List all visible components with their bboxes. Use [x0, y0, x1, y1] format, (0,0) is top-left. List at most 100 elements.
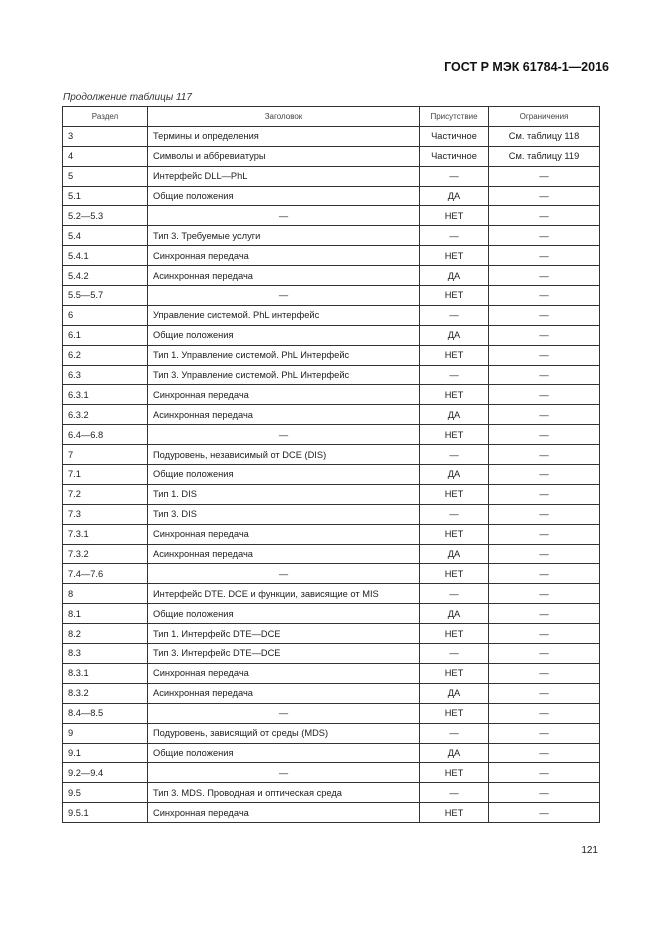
title-cell: Общие положения	[147, 324, 420, 346]
restrictions-cell: —	[488, 245, 600, 267]
title-cell: Тип 1. DIS	[147, 483, 420, 505]
title-cell: Тип 1. Управление системой. PhL Интерфей…	[147, 344, 420, 366]
table-row: 6.2 Тип 1. Управление системой. PhL Интер…	[62, 344, 600, 366]
restrictions-cell: —	[488, 404, 600, 426]
presence-cell: —	[419, 165, 489, 187]
page-number: 121	[581, 845, 598, 856]
section-cell: 7	[62, 444, 148, 466]
section-cell: 5	[62, 165, 148, 187]
table-row: 9 Подуровень, зависящий от среды (MDS) — —	[62, 722, 600, 744]
restrictions-cell: —	[488, 304, 600, 326]
presence-cell: ДА	[419, 682, 489, 704]
presence-cell: —	[419, 503, 489, 525]
section-cell: 4	[62, 145, 148, 167]
restrictions-cell: —	[488, 603, 600, 625]
table-row: 6 Управление системой. PhL интерфейс — —	[62, 304, 600, 326]
title-cell: Асинхронная передача	[147, 682, 420, 704]
column-header-presence: Присутствие	[419, 106, 489, 127]
presence-cell: —	[419, 225, 489, 247]
column-header-restrictions: Ограничения	[488, 106, 600, 127]
table-row: 5 Интерфейс DLL—PhL — —	[62, 165, 600, 187]
title-cell: Синхронная передача	[147, 245, 420, 267]
title-cell: Подуровень, зависящий от среды (MDS)	[147, 722, 420, 744]
restrictions-cell: —	[488, 384, 600, 406]
table-row: 5.4.2 Асинхронная передача ДА —	[62, 265, 600, 287]
section-cell: 8.3	[62, 643, 148, 664]
table-row: 9.5.1 Синхронная передача НЕТ —	[62, 802, 600, 824]
section-cell: 3	[62, 125, 148, 147]
presence-cell: НЕТ	[419, 245, 489, 267]
restrictions-cell: —	[488, 185, 600, 207]
restrictions-cell: —	[488, 543, 600, 565]
table-row: 7.4—7.6— НЕТ —	[62, 563, 600, 585]
restrictions-cell: —	[488, 503, 600, 525]
table-row: 6.1 Общие положения ДА —	[62, 324, 600, 346]
table-row: 7.2 Тип 1. DIS НЕТ —	[62, 483, 600, 505]
restrictions-cell: —	[488, 682, 600, 704]
restrictions-cell: —	[488, 364, 600, 386]
document-standard-header: ГОСТ Р МЭК 61784-1—2016	[444, 60, 609, 74]
title-cell: Общие положения	[147, 185, 420, 207]
presence-cell: Частичное	[419, 125, 489, 147]
table-row: 5.5—5.7— НЕТ —	[62, 285, 600, 306]
presence-cell: —	[419, 304, 489, 326]
title-cell: Асинхронная передача	[147, 543, 420, 565]
title-cell: Общие положения	[147, 464, 420, 485]
table-row: 6.3.1 Синхронная передача НЕТ —	[62, 384, 600, 406]
presence-cell: ДА	[419, 265, 489, 287]
restrictions-cell: —	[488, 464, 600, 485]
table-row: 7.3.2 Асинхронная передача ДА —	[62, 543, 600, 565]
title-cell: —	[147, 285, 420, 306]
table-row: 7.3 Тип 3. DIS — —	[62, 503, 600, 525]
table-row: 8.3 Тип 3. Интерфейс DTE—DCE — —	[62, 643, 600, 664]
table-row: 9.1 Общие положения ДА —	[62, 742, 600, 764]
title-cell: Интерфейс DTE. DCE и функции, зависящие …	[147, 583, 420, 605]
section-cell: 5.5—5.7	[62, 285, 148, 306]
title-cell: —	[147, 702, 420, 724]
presence-cell: НЕТ	[419, 563, 489, 585]
restrictions-cell: —	[488, 424, 600, 446]
table-row: 8.3.1 Синхронная передача НЕТ —	[62, 662, 600, 684]
presence-cell: НЕТ	[419, 285, 489, 306]
presence-cell: НЕТ	[419, 802, 489, 824]
restrictions-cell: —	[488, 324, 600, 346]
title-cell: —	[147, 424, 420, 446]
title-cell: Символы и аббревиатуры	[147, 145, 420, 167]
restrictions-cell: —	[488, 225, 600, 247]
section-cell: 5.4.2	[62, 265, 148, 287]
presence-cell: ДА	[419, 185, 489, 207]
table-row: 9.5 Тип 3. MDS. Проводная и оптическая ср…	[62, 782, 600, 804]
section-cell: 7.3	[62, 503, 148, 525]
presence-cell: —	[419, 444, 489, 466]
title-cell: Синхронная передача	[147, 523, 420, 545]
restrictions-cell: —	[488, 523, 600, 545]
title-cell: —	[147, 205, 420, 227]
section-cell: 7.3.1	[62, 523, 148, 545]
table-row: 5.4 Тип 3. Требуемые услуги — —	[62, 225, 600, 247]
table-row: 8.2 Тип 1. Интерфейс DTE—DCE НЕТ —	[62, 623, 600, 645]
table-header-row: Раздел Заголовок Присутствие Ограничения	[62, 106, 600, 127]
section-cell: 5.2—5.3	[62, 205, 148, 227]
title-cell: Синхронная передача	[147, 802, 420, 824]
title-cell: Интерфейс DLL—PhL	[147, 165, 420, 187]
column-header-section: Раздел	[62, 106, 148, 127]
restrictions-cell: —	[488, 563, 600, 585]
title-cell: Асинхронная передача	[147, 265, 420, 287]
table-row: 9.2—9.4— НЕТ —	[62, 762, 600, 784]
section-cell: 7.3.2	[62, 543, 148, 565]
section-cell: 8	[62, 583, 148, 605]
title-cell: Тип 3. Интерфейс DTE—DCE	[147, 643, 420, 664]
table-row: 4 Символы и аббревиатуры Частичное См. табл…	[62, 145, 600, 167]
table-row: 8.4—8.5— НЕТ —	[62, 702, 600, 724]
section-cell: 6.3.2	[62, 404, 148, 426]
restrictions-cell: —	[488, 623, 600, 645]
presence-cell: ДА	[419, 742, 489, 764]
presence-cell: ДА	[419, 404, 489, 426]
section-cell: 8.4—8.5	[62, 702, 148, 724]
presence-cell: —	[419, 782, 489, 804]
title-cell: Синхронная передача	[147, 662, 420, 684]
section-cell: 8.3.2	[62, 682, 148, 704]
restrictions-cell: См. таблицу 118	[488, 125, 600, 147]
presence-cell: НЕТ	[419, 523, 489, 545]
section-cell: 6.3	[62, 364, 148, 386]
